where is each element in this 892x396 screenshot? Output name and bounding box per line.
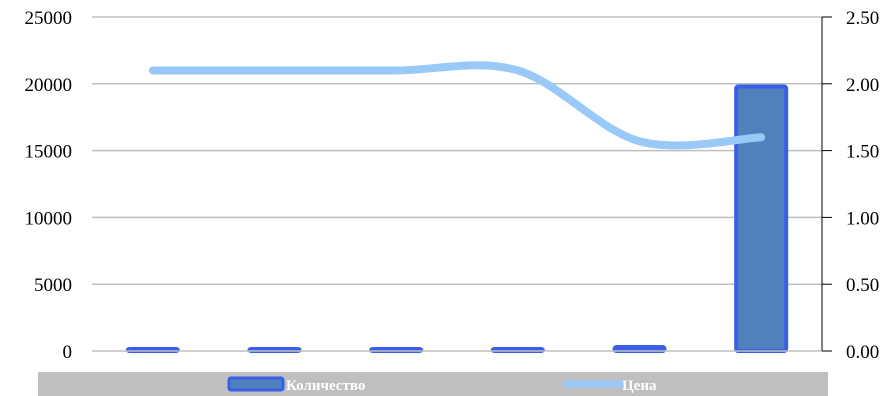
- left-tick-label: 25000: [25, 8, 73, 29]
- right-tick-label: 2.50: [846, 8, 879, 29]
- left-tick-label: 0: [63, 342, 73, 363]
- legend-swatch-quantity: [227, 376, 285, 392]
- right-tick-label: 2.00: [846, 75, 879, 96]
- line-series-price: [148, 61, 766, 150]
- bar-series-quantity: [125, 84, 789, 354]
- axes: [92, 17, 823, 352]
- legend-label-quantity: Количество: [286, 378, 365, 394]
- left-tick-label: 5000: [34, 275, 72, 296]
- gridlines: [92, 16, 822, 285]
- right-tick-label: 0.00: [846, 342, 879, 363]
- left-tick-label: 20000: [25, 75, 73, 96]
- legend-label-price: Цена: [622, 378, 657, 394]
- left-tick-label: 15000: [25, 142, 73, 163]
- bar: [734, 84, 789, 354]
- legend: Количество Цена: [38, 372, 828, 396]
- right-tick-label: 1.00: [846, 208, 879, 229]
- right-tick-label: 0.50: [846, 275, 879, 296]
- right-axis-ticks: 0.00 0.50 1.00 1.50 2.00 2.50: [822, 8, 879, 363]
- price-line: [148, 61, 766, 150]
- left-tick-label: 10000: [25, 208, 73, 229]
- legend-background: [38, 372, 828, 396]
- right-tick-label: 1.50: [846, 142, 879, 163]
- left-axis-ticks: 0 5000 10000 15000 20000 25000: [25, 8, 73, 363]
